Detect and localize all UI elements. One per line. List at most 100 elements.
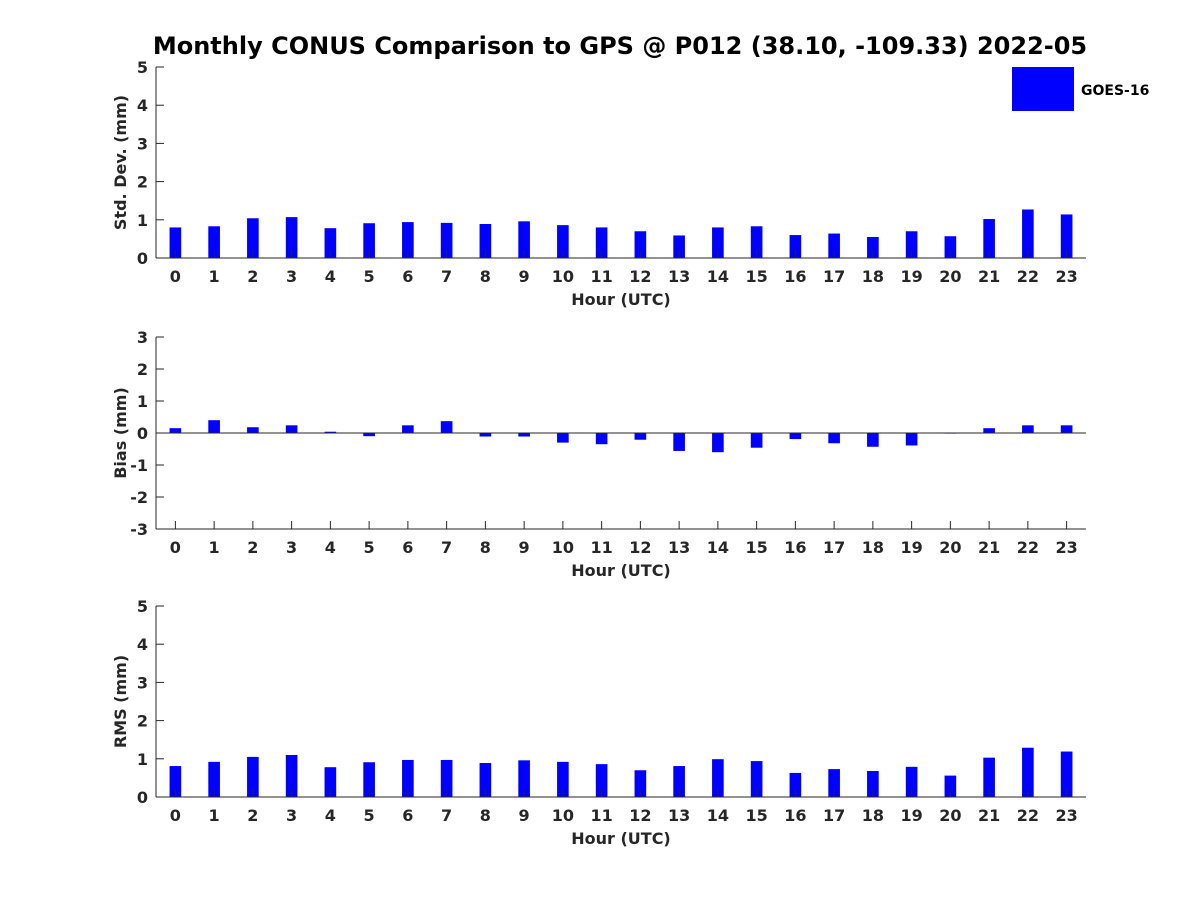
rms-x-tick-label: 21	[978, 806, 1000, 825]
bias-bar	[1060, 425, 1073, 433]
rms-x-tick-label: 5	[364, 806, 375, 825]
bias-x-tick-label: 20	[939, 538, 961, 557]
rms-x-tick-label: 10	[552, 806, 574, 825]
rms-bar	[789, 772, 802, 797]
bias-x-tick-label: 6	[402, 538, 413, 557]
std-dev-bar	[867, 236, 879, 258]
bias-bar	[1022, 425, 1034, 433]
std-dev-bar	[285, 217, 298, 258]
bias-x-tick-label: 12	[629, 538, 651, 557]
std-dev-x-tick-label: 17	[823, 267, 845, 286]
bias-bar	[867, 433, 879, 447]
bias-x-tick-label: 22	[1017, 538, 1039, 557]
std-dev-bar	[634, 231, 647, 258]
std-dev-bar	[712, 227, 724, 258]
rms-bar	[247, 756, 259, 797]
bias-x-tick-label: 7	[441, 538, 452, 557]
std-dev-bar	[208, 226, 220, 258]
std-dev-bar	[828, 233, 840, 258]
bias-x-tick-label: 4	[325, 538, 336, 557]
std-dev-y-tick-label: 4	[137, 96, 148, 115]
bias-x-tick-label: 15	[745, 538, 767, 557]
bias-bar	[479, 433, 492, 437]
std-dev-y-tick-label: 0	[137, 249, 148, 268]
bias-bar	[712, 433, 724, 453]
rms-bar	[673, 766, 685, 797]
bias-x-tick-label: 11	[590, 538, 612, 557]
bias-x-tick-label: 23	[1055, 538, 1077, 557]
std-dev-bar	[1022, 209, 1034, 258]
std-dev-x-tick-label: 6	[402, 267, 413, 286]
std-dev-x-tick-label: 21	[978, 267, 1000, 286]
rms-bar	[363, 762, 375, 797]
rms-x-tick-label: 18	[862, 806, 884, 825]
rms-y-tick-label: 4	[137, 635, 148, 654]
bias-x-tick-label: 21	[978, 538, 1000, 557]
bias-bar	[634, 433, 647, 440]
bias-x-tick-label: 19	[900, 538, 922, 557]
std-dev-x-tick-label: 7	[441, 267, 452, 286]
bias-y-tick-label: 0	[137, 424, 148, 443]
rms-x-tick-label: 19	[900, 806, 922, 825]
rms-x-tick-label: 3	[286, 806, 297, 825]
std-dev-x-tick-label: 10	[552, 267, 574, 286]
rms-x-tick-label: 6	[402, 806, 413, 825]
rms-bar	[324, 767, 337, 797]
rms-bar	[169, 766, 182, 797]
bias-x-tick-label: 17	[823, 538, 845, 557]
bias-bar	[247, 427, 259, 433]
bias-bar	[285, 425, 298, 433]
rms-x-tick-label: 13	[668, 806, 690, 825]
std-dev-y-axis-label: Std. Dev. (mm)	[111, 95, 130, 230]
std-dev-x-tick-label: 3	[286, 267, 297, 286]
rms-bar	[905, 766, 918, 797]
bias-bar	[440, 421, 453, 433]
bias-y-tick-label: 2	[137, 360, 148, 379]
rms-bar	[983, 757, 995, 797]
rms-bar	[1060, 751, 1073, 797]
bias-x-tick-label: 18	[862, 538, 884, 557]
bias-bar	[169, 428, 182, 433]
bias-bar	[750, 433, 763, 448]
std-dev-bar	[673, 235, 685, 258]
legend: GOES-16	[1012, 67, 1149, 111]
bias-bar	[828, 433, 840, 444]
bias-y-tick-label: 3	[137, 328, 148, 347]
std-dev-bar	[402, 222, 414, 258]
bias-bar	[557, 433, 569, 443]
std-dev-bar	[363, 223, 375, 258]
std-dev-bar	[905, 231, 918, 258]
bias-x-tick-label: 2	[247, 538, 258, 557]
bias-bar	[402, 425, 414, 433]
rms-y-axis-label: RMS (mm)	[111, 655, 130, 748]
rms-x-tick-label: 8	[480, 806, 491, 825]
std-dev-y-tick-label: 1	[137, 211, 148, 230]
rms-bar	[440, 759, 453, 797]
rms-bar	[712, 759, 724, 797]
rms-bar	[828, 769, 840, 797]
rms-bar	[944, 775, 957, 797]
rms-bar	[595, 764, 608, 797]
bias-x-tick-label: 5	[364, 538, 375, 557]
std-dev-x-tick-label: 5	[364, 267, 375, 286]
bias-bar	[983, 428, 995, 433]
std-dev-x-tick-label: 15	[745, 267, 767, 286]
rms-bar	[1022, 747, 1034, 797]
std-dev-bar	[518, 221, 530, 258]
rms-x-tick-label: 0	[170, 806, 181, 825]
bias-x-tick-label: 9	[519, 538, 530, 557]
rms-x-tick-label: 1	[209, 806, 220, 825]
bias-x-tick-label: 1	[209, 538, 220, 557]
std-dev-y-tick-label: 5	[137, 58, 148, 77]
rms-x-tick-label: 17	[823, 806, 845, 825]
std-dev-bar	[750, 226, 763, 258]
std-dev-x-tick-label: 16	[784, 267, 806, 286]
rms-y-tick-label: 1	[137, 750, 148, 769]
std-dev-x-tick-label: 18	[862, 267, 884, 286]
rms-x-axis-label: Hour (UTC)	[571, 829, 671, 848]
legend-label: GOES-16	[1081, 83, 1149, 99]
rms-bar	[867, 771, 879, 797]
rms-x-tick-label: 7	[441, 806, 452, 825]
std-dev-bar	[440, 222, 453, 258]
